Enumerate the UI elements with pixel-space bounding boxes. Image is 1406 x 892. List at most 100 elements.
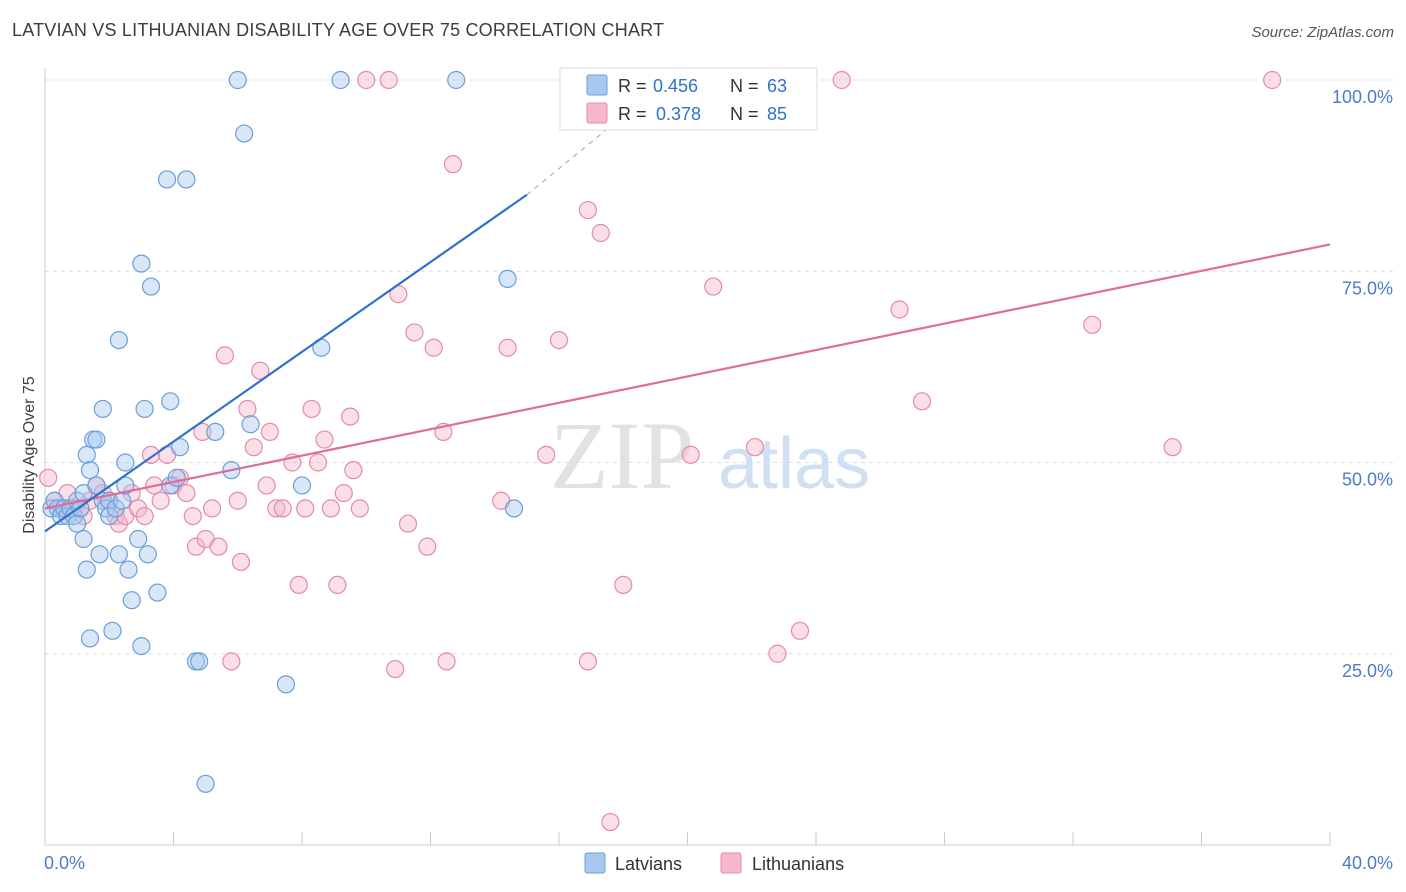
lithuanians-point bbox=[238, 399, 257, 419]
latvians-point bbox=[109, 545, 128, 564]
latvians-n-value: 63 bbox=[767, 76, 787, 96]
lithuanians-point bbox=[357, 70, 376, 90]
latvians-point bbox=[103, 621, 122, 640]
latvians-point bbox=[119, 560, 138, 579]
latvians-point bbox=[331, 70, 350, 90]
lithuanians-point bbox=[231, 552, 251, 572]
lithuanians-point bbox=[591, 223, 610, 243]
legend-lithuanians-swatch bbox=[720, 852, 742, 874]
latvians-point bbox=[498, 269, 517, 288]
lithuanians-point bbox=[209, 537, 228, 556]
latvians-point bbox=[87, 430, 106, 449]
legend-latvians-label: Latvians bbox=[615, 854, 682, 874]
lithuanians-trend-line bbox=[44, 243, 1331, 510]
lithuanians-swatch bbox=[586, 102, 608, 124]
latvians-point bbox=[74, 529, 93, 549]
latvians-point bbox=[116, 453, 135, 472]
lithuanians-n-value: 85 bbox=[767, 104, 787, 124]
lithuanians-point bbox=[418, 537, 437, 556]
latvians-point bbox=[235, 124, 254, 143]
lithuanians-point bbox=[443, 155, 463, 174]
latvians-point bbox=[68, 514, 87, 533]
lithuanians-point bbox=[578, 652, 598, 671]
watermark-zip: ZIP bbox=[550, 402, 694, 509]
lithuanians-point bbox=[186, 537, 206, 556]
lithuanians-point bbox=[498, 338, 517, 357]
latvians-point bbox=[80, 629, 100, 648]
latvians-point bbox=[161, 392, 180, 411]
lithuanians-point bbox=[135, 506, 154, 526]
latvians-point bbox=[177, 170, 196, 189]
lithuanians-r-label: R = bbox=[618, 104, 647, 124]
source-credit: Source: ZipAtlas.com bbox=[1251, 24, 1394, 41]
latvians-point bbox=[241, 415, 260, 434]
latvians-point bbox=[77, 445, 96, 464]
latvians-trend-line bbox=[44, 193, 528, 533]
lithuanians-point bbox=[260, 422, 279, 441]
lithuanians-point bbox=[321, 499, 341, 518]
latvians-point bbox=[148, 583, 167, 602]
y-tick-label: 100.0% bbox=[1332, 87, 1393, 107]
lithuanians-point bbox=[251, 361, 270, 380]
latvians-r-value: 0.456 bbox=[653, 76, 698, 96]
latvians-point bbox=[190, 652, 209, 671]
lithuanians-point bbox=[424, 338, 443, 357]
legend-lithuanians-label: Lithuanians bbox=[752, 854, 844, 874]
latvians-point bbox=[276, 675, 296, 694]
y-tick-label: 75.0% bbox=[1342, 278, 1393, 298]
stats-legend: R = 0.456 N = 63 R = 0.378 N = 85 bbox=[559, 67, 818, 131]
watermark-atlas: atlas bbox=[718, 424, 870, 504]
lithuanians-point bbox=[890, 300, 909, 319]
lithuanians-point bbox=[1263, 70, 1282, 90]
lithuanians-point bbox=[257, 476, 276, 495]
latvians-point bbox=[132, 254, 151, 273]
y-axis-label: Disability Age Over 75 bbox=[21, 376, 38, 534]
axes bbox=[44, 68, 1331, 846]
latvians-point bbox=[77, 560, 96, 579]
x-tick-max: 40.0% bbox=[1342, 853, 1393, 873]
lithuanians-point bbox=[601, 812, 620, 832]
y-tick-label: 25.0% bbox=[1342, 661, 1393, 681]
lithuanians-point bbox=[745, 438, 765, 457]
series-legend: Latvians Lithuanians bbox=[584, 852, 844, 874]
lithuanians-point bbox=[832, 70, 851, 90]
latvians-point bbox=[196, 774, 215, 793]
latvians-n-label: N = bbox=[730, 76, 759, 96]
latvians-point bbox=[116, 476, 135, 495]
lithuanians-point bbox=[912, 392, 932, 411]
chart-title: LATVIAN VS LITHUANIAN DISABILITY AGE OVE… bbox=[12, 20, 665, 40]
latvians-swatch bbox=[586, 74, 608, 96]
lithuanians-point bbox=[790, 621, 810, 640]
lithuanians-point bbox=[315, 430, 334, 449]
lithuanians-n-label: N = bbox=[730, 104, 759, 124]
lithuanians-r-value: 0.378 bbox=[656, 104, 701, 124]
latvians-point bbox=[93, 399, 112, 419]
lithuanians-point bbox=[151, 491, 170, 510]
lithuanians-point bbox=[704, 277, 723, 296]
lithuanians-point bbox=[222, 652, 241, 671]
lithuanians-point bbox=[379, 70, 398, 90]
lithuanians-point bbox=[341, 407, 360, 426]
latvians-point bbox=[129, 529, 148, 549]
latvians-r-label: R = bbox=[618, 76, 647, 96]
lithuanians-point bbox=[193, 422, 212, 441]
latvians-point bbox=[141, 277, 161, 296]
lithuanians-point bbox=[537, 445, 556, 464]
lithuanians-point bbox=[39, 468, 58, 487]
latvians-point bbox=[504, 499, 524, 518]
latvians-point bbox=[80, 461, 100, 480]
latvians-point bbox=[157, 170, 177, 189]
lithuanians-point bbox=[437, 652, 456, 671]
lithuanians-point bbox=[334, 484, 353, 503]
lithuanians-point bbox=[405, 323, 424, 342]
latvians-point bbox=[447, 70, 466, 90]
lithuanians-point bbox=[183, 506, 202, 526]
legend-latvians-swatch bbox=[584, 852, 606, 874]
latvians-point bbox=[138, 545, 157, 564]
lithuanians-point bbox=[289, 575, 308, 595]
latvians-point bbox=[292, 476, 312, 495]
lithuanians-point bbox=[202, 499, 222, 518]
y-tick-labels: 25.0% 50.0% 75.0% 100.0% bbox=[1332, 87, 1393, 681]
lithuanians-point bbox=[177, 484, 196, 503]
